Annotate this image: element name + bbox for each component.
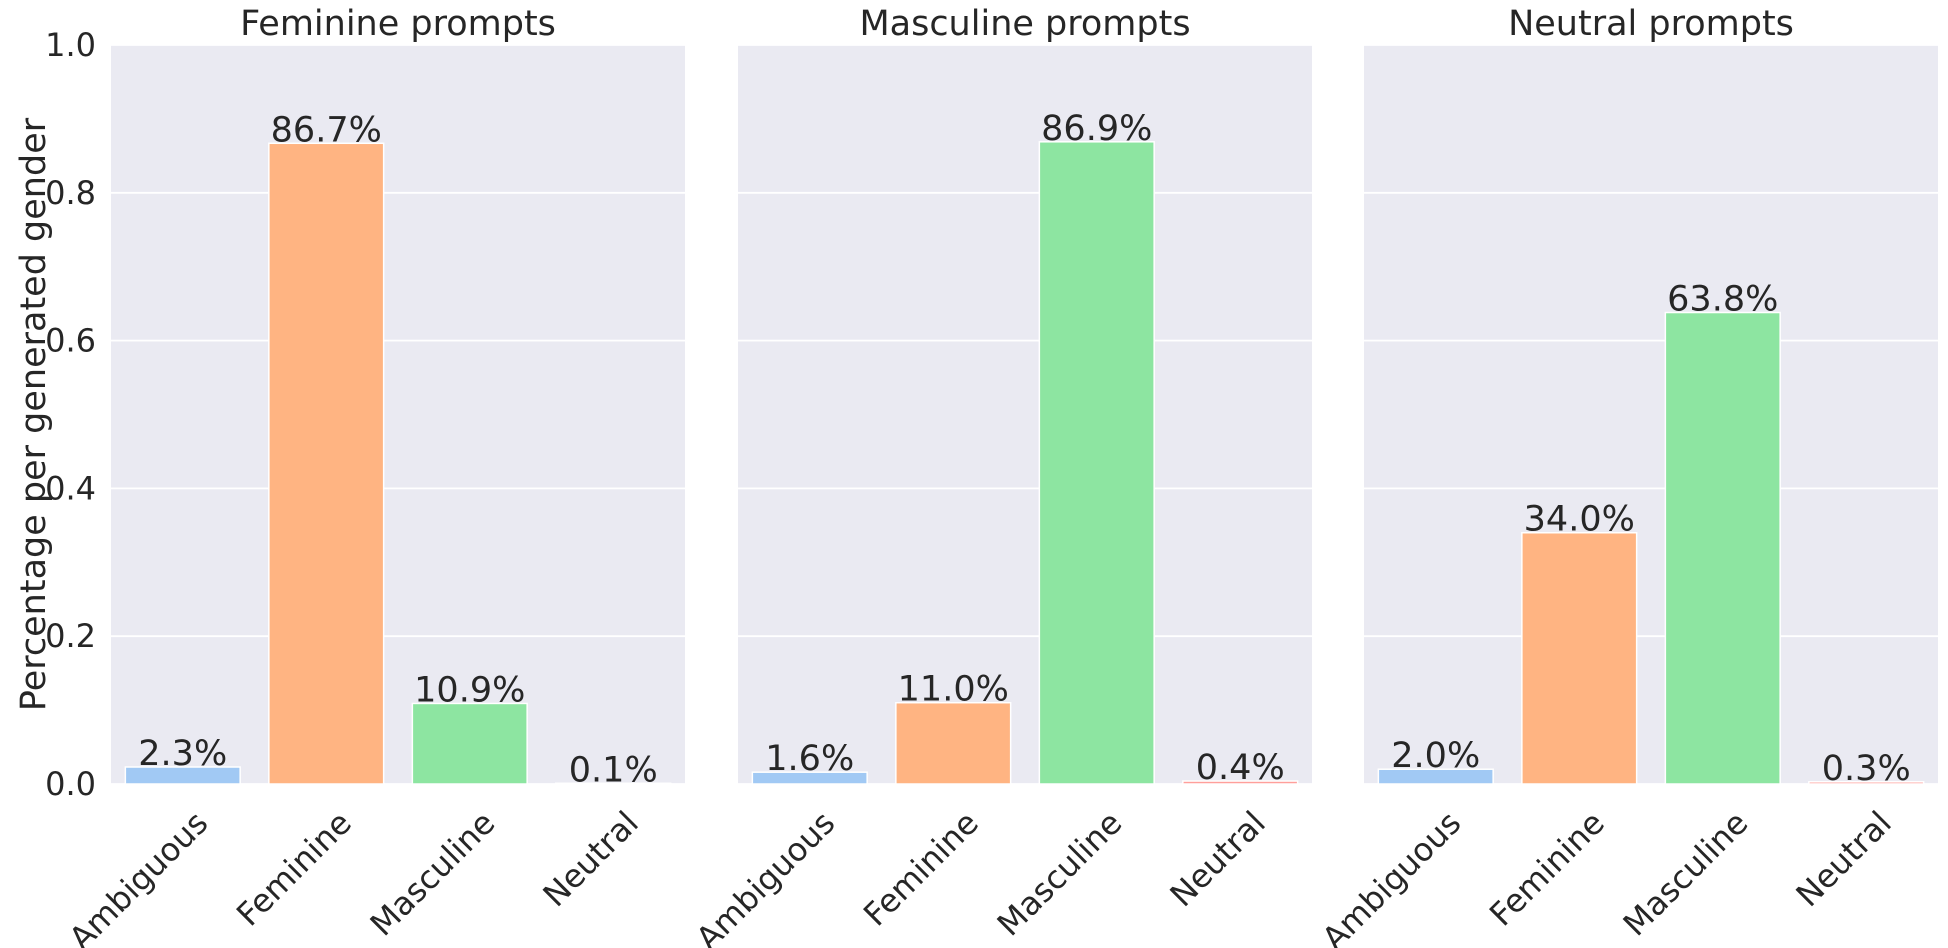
bar-value-label: 86.7% (271, 110, 382, 150)
bar-neutral (1182, 780, 1299, 785)
x-tick-label: Feminine (856, 804, 986, 934)
y-tick-label: 1.0 (45, 26, 96, 64)
panel-title: Masculine prompts (859, 4, 1190, 44)
bar-masculine (1038, 141, 1155, 785)
x-tick-label: Feminine (229, 804, 359, 934)
plot-background (738, 45, 1312, 784)
bar-ambiguous (124, 766, 241, 785)
y-tick-label: 0.8 (45, 174, 96, 212)
x-tick-label: Masculine (1616, 804, 1756, 944)
bar-value-label: 10.9% (414, 670, 525, 710)
bar-value-label: 86.9% (1041, 109, 1152, 149)
x-tick-label: Masculine (990, 804, 1130, 944)
plot-background (111, 45, 685, 784)
bar-value-label: 34.0% (1524, 500, 1635, 540)
bar-value-label: 0.1% (569, 750, 658, 790)
x-tick-label: Masculine (363, 804, 503, 944)
y-tick-label: 0.4 (45, 469, 96, 507)
bar-value-label: 2.0% (1391, 736, 1480, 776)
panel-2: 2.0% Ambiguous 34.0% Feminine 63.8% Masculine… (1315, 4, 1938, 948)
bar-feminine (895, 701, 1012, 785)
panel-1: 1.6% Ambiguous 11.0% Feminine 86.9% Masculine… (689, 4, 1312, 948)
y-axis-label: Percentage per generated gender (14, 117, 54, 711)
bar-neutral (1808, 781, 1925, 785)
x-tick-label: Ambiguous (62, 804, 216, 948)
bar-masculine (1664, 311, 1781, 785)
bar-value-label: 0.3% (1822, 749, 1911, 789)
bar-neutral (555, 782, 672, 785)
y-tick-label: 0.6 (45, 322, 96, 360)
panel-0: 2.3% Ambiguous 86.7% Feminine 10.9% Masculine… (62, 4, 685, 948)
x-tick-label: Neutral (1162, 804, 1272, 914)
bar-feminine (268, 142, 385, 785)
bar-value-label: 0.4% (1196, 748, 1285, 788)
x-tick-label: Feminine (1482, 804, 1612, 934)
bar-ambiguous (1377, 768, 1494, 785)
x-tick-label: Neutral (1788, 804, 1898, 914)
bar-value-label: 63.8% (1667, 280, 1778, 320)
bar-value-label: 2.3% (138, 734, 227, 774)
x-tick-label: Neutral (535, 804, 645, 914)
bar-ambiguous (751, 771, 868, 785)
bar-value-label: 11.0% (898, 670, 1009, 710)
panel-title: Feminine prompts (240, 4, 556, 44)
x-tick-label: Ambiguous (1315, 804, 1469, 948)
bar-feminine (1521, 531, 1638, 785)
panel-title: Neutral prompts (1508, 4, 1794, 44)
x-tick-label: Ambiguous (689, 804, 843, 948)
bar-value-label: 1.6% (765, 739, 854, 779)
y-tick-label: 0.0 (45, 765, 96, 803)
y-tick-label: 0.2 (45, 617, 96, 655)
bar-masculine (411, 702, 528, 785)
plot-background (1364, 45, 1938, 784)
